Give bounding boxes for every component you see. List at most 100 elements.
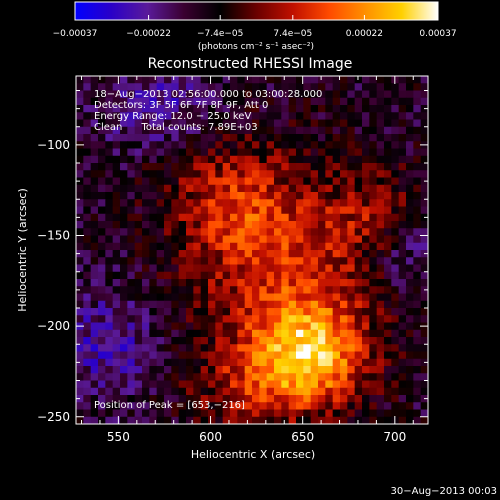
heatmap-cell — [98, 257, 106, 265]
heatmap-cell — [376, 192, 385, 200]
heatmap-cell — [354, 221, 363, 229]
heatmap-cell — [274, 264, 282, 273]
heatmap-cell — [281, 358, 290, 367]
heatmap-cell — [200, 308, 209, 316]
heatmap-cell — [149, 76, 158, 84]
heatmap-cell — [369, 250, 378, 258]
heatmap-cell — [384, 366, 392, 374]
heatmap-cell — [200, 141, 209, 149]
heatmap-cell — [398, 221, 407, 229]
heatmap-cell — [164, 105, 172, 113]
heatmap-cell — [98, 300, 106, 309]
heatmap-cell — [105, 83, 114, 91]
heatmap-cell — [296, 286, 304, 294]
heatmap-cell — [215, 76, 224, 84]
axis-ticks: 550 600 650 700−100−150−200−250 — [37, 76, 428, 444]
heatmap-cell — [83, 344, 92, 352]
colorbar-tick-label: 0.00037 — [419, 29, 456, 39]
heatmap-cell — [281, 293, 290, 302]
heatmap-cell — [112, 380, 121, 389]
heatmap-cell — [83, 170, 92, 178]
heatmap-cell — [127, 163, 136, 171]
heatmap-cell — [384, 373, 392, 381]
heatmap-cell — [318, 170, 326, 178]
heatmap-cell — [325, 126, 334, 135]
heatmap-cell — [76, 344, 84, 352]
heatmap-cell — [296, 271, 304, 280]
heatmap-cell — [347, 235, 356, 244]
heatmap-cell — [369, 126, 378, 135]
heatmap-cell — [369, 300, 378, 309]
heatmap-cell — [310, 112, 319, 120]
heatmap-cell — [222, 257, 231, 265]
heatmap-cell — [384, 387, 392, 396]
heatmap-cell — [186, 76, 194, 84]
heatmap-cell — [112, 271, 121, 280]
heatmap-cell — [420, 308, 429, 316]
heatmap-cell — [303, 90, 312, 99]
heatmap-cell — [325, 90, 334, 99]
heatmap-cell — [171, 308, 180, 316]
heatmap-cell — [200, 416, 209, 425]
heatmap-cell — [369, 235, 378, 244]
heatmap-cell — [376, 380, 385, 389]
heatmap-cell — [127, 329, 136, 338]
heatmap-cell — [318, 293, 326, 302]
heatmap-cell — [318, 192, 326, 200]
heatmap-cell — [171, 380, 180, 389]
heatmap-cell — [178, 221, 187, 229]
heatmap-cell — [164, 141, 172, 149]
heatmap-cell — [200, 235, 209, 244]
heatmap-cell — [354, 329, 363, 338]
heatmap-cell — [90, 83, 99, 91]
heatmap-cell — [142, 300, 150, 309]
heatmap-cell — [164, 90, 172, 99]
heatmap-cell — [376, 170, 385, 178]
heatmap-cell — [303, 402, 312, 410]
heatmap-cell — [244, 279, 253, 287]
heatmap-cell — [83, 242, 92, 251]
heatmap-cell — [237, 112, 246, 120]
heatmap-cell — [303, 293, 312, 302]
heatmap-cell — [120, 416, 128, 425]
heatmap-cell — [398, 199, 407, 207]
heatmap-cell — [369, 329, 378, 338]
heatmap-cell — [398, 250, 407, 258]
heatmap-cell — [127, 206, 136, 215]
heatmap-cell — [296, 134, 304, 142]
heatmap-cell — [127, 402, 136, 410]
heatmap-cell — [398, 286, 407, 294]
heatmap-cell — [208, 279, 216, 287]
heatmap-cell — [112, 395, 121, 403]
heatmap-cell — [281, 76, 290, 84]
heatmap-cell — [369, 199, 378, 207]
heatmap-cell — [413, 250, 422, 258]
heatmap-cell — [76, 199, 84, 207]
heatmap-cell — [112, 250, 121, 258]
heatmap-cell — [259, 257, 268, 265]
heatmap-cell — [296, 322, 304, 331]
heatmap-cell — [252, 395, 260, 403]
heatmap-cell — [237, 380, 246, 389]
heatmap-cell — [303, 271, 312, 280]
heatmap-cell — [303, 395, 312, 403]
heatmap-cell — [215, 155, 224, 164]
heatmap-cell — [76, 387, 84, 396]
heatmap-cell — [186, 199, 194, 207]
heatmap-cell — [332, 286, 341, 294]
heatmap-cell — [266, 366, 275, 374]
heatmap-cell — [340, 395, 348, 403]
heatmap-cell — [252, 271, 260, 280]
heatmap-cell — [178, 213, 187, 222]
heatmap-cell — [171, 344, 180, 352]
heatmap-cell — [274, 206, 282, 215]
heatmap-cell — [296, 112, 304, 120]
heatmap-cell — [222, 337, 231, 345]
heatmap-cell — [274, 351, 282, 360]
heatmap-cell — [215, 126, 224, 135]
heatmap-cell — [391, 308, 400, 316]
heatmap-cell — [259, 83, 268, 91]
heatmap-cell — [149, 242, 158, 251]
heatmap-cell — [288, 112, 297, 120]
heatmap-cell — [112, 134, 121, 142]
